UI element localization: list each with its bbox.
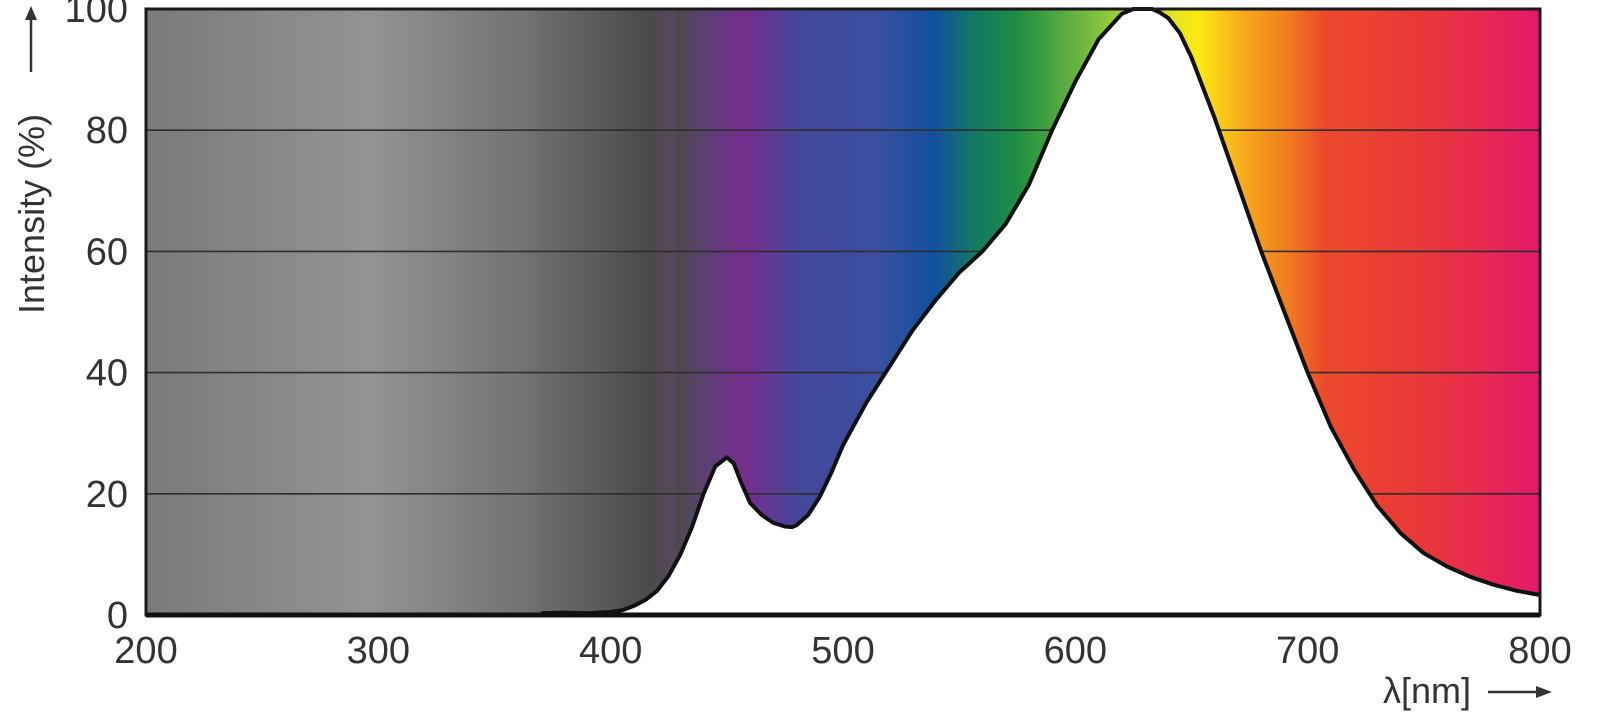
x-tick-label: 300	[347, 630, 410, 672]
spectrum-curve	[540, 7, 1541, 616]
y-axis-title-group: Intensity (%)	[11, 114, 52, 314]
y-tick-label: 60	[86, 231, 128, 273]
x-tick-label: 600	[1044, 630, 1107, 672]
x-axis-arrow	[1488, 686, 1552, 698]
x-tick-label: 700	[1276, 630, 1339, 672]
y-axis-arrow	[25, 6, 37, 72]
x-tick-label: 400	[579, 630, 642, 672]
y-tick-label: 40	[86, 353, 128, 395]
x-axis-ticks: 200 300 400 500 600 700 800	[114, 630, 1571, 672]
y-tick-label: 20	[86, 474, 128, 516]
y-tick-label: 100	[65, 0, 128, 31]
y-axis-ticks: 0 20 40 60 80 100	[65, 0, 128, 637]
x-tick-label: 800	[1508, 630, 1571, 672]
y-tick-label: 80	[86, 110, 128, 152]
x-tick-label: 200	[114, 630, 177, 672]
y-axis-title: Intensity (%)	[11, 114, 52, 314]
x-axis-title: λ[nm]	[1383, 670, 1471, 711]
y-tick-label: 0	[107, 595, 128, 637]
x-tick-label: 500	[811, 630, 874, 672]
spectrum-area	[541, 9, 1540, 615]
